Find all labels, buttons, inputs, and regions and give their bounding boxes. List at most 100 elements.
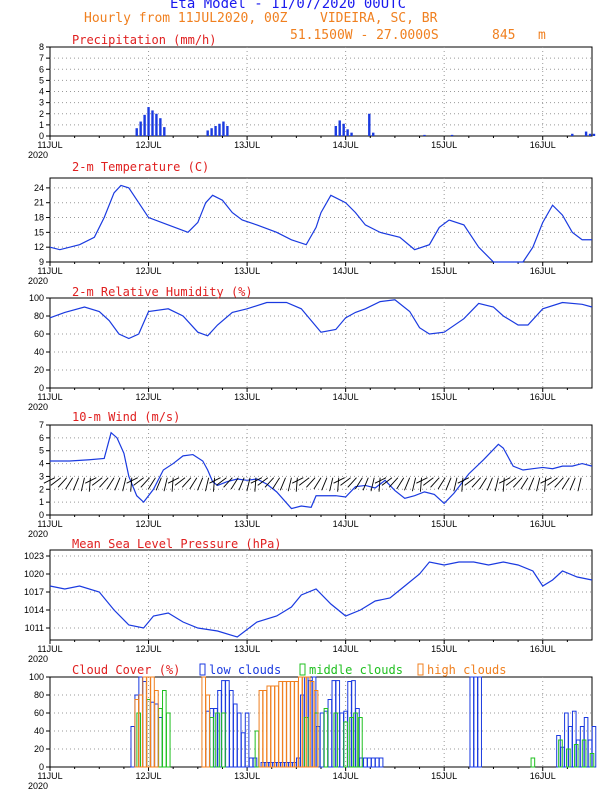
y-tick-label: 0 xyxy=(39,383,44,393)
wind-arrow xyxy=(461,477,464,492)
low-clouds-bar xyxy=(158,717,163,768)
x-tick-label: 14JUL xyxy=(333,771,359,781)
low-clouds-bar xyxy=(339,712,344,768)
precip-bar xyxy=(372,132,375,136)
middle-clouds-bar xyxy=(215,712,220,768)
y-tick-label: 9 xyxy=(39,257,44,267)
pressure-line xyxy=(49,561,593,638)
y-tick-label: 2 xyxy=(39,484,44,494)
wind-arrow xyxy=(520,477,529,490)
panel-title: Cloud Cover (%) xyxy=(72,663,180,677)
high-clouds-bar xyxy=(201,676,207,768)
y-tick-label: 60 xyxy=(34,708,44,718)
low-clouds-bar xyxy=(205,710,210,768)
wind-arrow xyxy=(163,477,168,492)
wind-arrow xyxy=(479,477,487,490)
wind-arrow xyxy=(381,477,393,486)
y-tick-label: 12 xyxy=(34,242,44,252)
high-clouds-bar xyxy=(205,694,210,768)
middle-clouds-bar xyxy=(566,748,571,768)
x-year-label: 2020 xyxy=(28,276,48,286)
coordinates-label: 51.1500W - 27.0000S xyxy=(290,28,439,43)
wind-arrow xyxy=(147,477,156,490)
precip-bar xyxy=(350,132,353,136)
x-tick-label: 15JUL xyxy=(431,519,457,529)
wind-arrow xyxy=(246,477,251,492)
y-tick-label: 6 xyxy=(39,64,44,74)
legend-swatch xyxy=(299,663,306,676)
legend-swatch xyxy=(417,663,424,676)
x-tick-label: 13JUL xyxy=(234,644,260,654)
wind-arrow xyxy=(238,477,245,491)
legend-label: high clouds xyxy=(427,663,506,677)
x-tick-label: 14JUL xyxy=(333,266,359,276)
elevation-unit: m xyxy=(538,28,546,43)
wind-arrow xyxy=(250,477,263,484)
y-tick-label: 80 xyxy=(34,690,44,700)
y-tick-label: 2 xyxy=(39,109,44,119)
wind-arrow xyxy=(213,477,216,492)
low-clouds-bar xyxy=(142,681,147,768)
middle-clouds-bar xyxy=(358,717,363,768)
wind-arrow xyxy=(554,477,564,488)
high-clouds-bar xyxy=(274,685,279,768)
wind-arrow xyxy=(505,477,517,486)
wind-arrow xyxy=(306,477,316,488)
wind-arrow xyxy=(354,477,363,490)
wind-arrow xyxy=(279,477,286,491)
low-clouds-bar xyxy=(319,712,325,768)
wind-arrow xyxy=(313,477,322,490)
low-clouds-bar xyxy=(130,726,136,768)
wind-arrow xyxy=(216,477,227,486)
y-tick-label: 4 xyxy=(39,459,44,469)
low-clouds-bar xyxy=(150,701,155,768)
wind-arrow xyxy=(264,477,275,488)
high-clouds-bar xyxy=(282,681,287,768)
panel-title: 2-m Relative Humidity (%) xyxy=(72,285,253,299)
wind-arrow xyxy=(298,477,310,486)
y-tick-label: 0 xyxy=(39,131,44,141)
precip-bar xyxy=(226,125,229,136)
wind-arrow xyxy=(513,477,523,488)
hourly-subtitle: Hourly from 11JUL2020, 00Z xyxy=(84,11,288,26)
middle-clouds-bar xyxy=(581,739,587,768)
location-label: VIDEIRA, SC, BR xyxy=(320,11,438,26)
wind-arrow xyxy=(378,477,381,492)
low-clouds-bar xyxy=(378,757,384,768)
low-clouds-bar xyxy=(343,710,348,768)
wind-arrow xyxy=(502,477,505,492)
middle-clouds-bar xyxy=(165,712,171,768)
precip-bar xyxy=(155,113,158,136)
high-clouds-bar xyxy=(278,681,283,768)
middle-clouds-bar xyxy=(353,712,358,768)
wind-arrow xyxy=(471,477,481,488)
wind-arrow xyxy=(292,477,304,484)
y-tick-label: 1 xyxy=(39,497,44,507)
wind-arrow xyxy=(494,477,499,492)
y-tick-label: 3 xyxy=(39,471,44,481)
precip-bar xyxy=(423,134,426,136)
precip-bar xyxy=(214,125,217,136)
y-tick-label: 100 xyxy=(29,293,44,303)
x-tick-label: 11JUL xyxy=(37,266,62,276)
wind-arrow xyxy=(272,477,280,490)
wind-arrow xyxy=(171,477,174,492)
wind-arrow xyxy=(411,477,417,492)
wind-arrow xyxy=(133,477,144,486)
panel-title: 10-m Wind (m/s) xyxy=(72,410,180,424)
precip-bar xyxy=(450,134,454,136)
legend-label: low clouds xyxy=(209,663,281,677)
wind-arrow xyxy=(337,477,340,492)
low-clouds-bar xyxy=(366,757,372,768)
precip-bar xyxy=(210,128,213,136)
x-tick-label: 16JUL xyxy=(530,392,556,402)
panel-frame-2 xyxy=(49,297,593,389)
wind-arrow xyxy=(85,477,97,484)
x-tick-label: 16JUL xyxy=(530,519,556,529)
middle-clouds-bar xyxy=(343,721,348,768)
wind-arrow xyxy=(437,477,446,490)
wind-arrow xyxy=(464,477,476,486)
low-clouds-bar xyxy=(327,699,333,768)
x-tick-label: 14JUL xyxy=(333,644,359,654)
y-tick-label: 8 xyxy=(39,42,44,52)
